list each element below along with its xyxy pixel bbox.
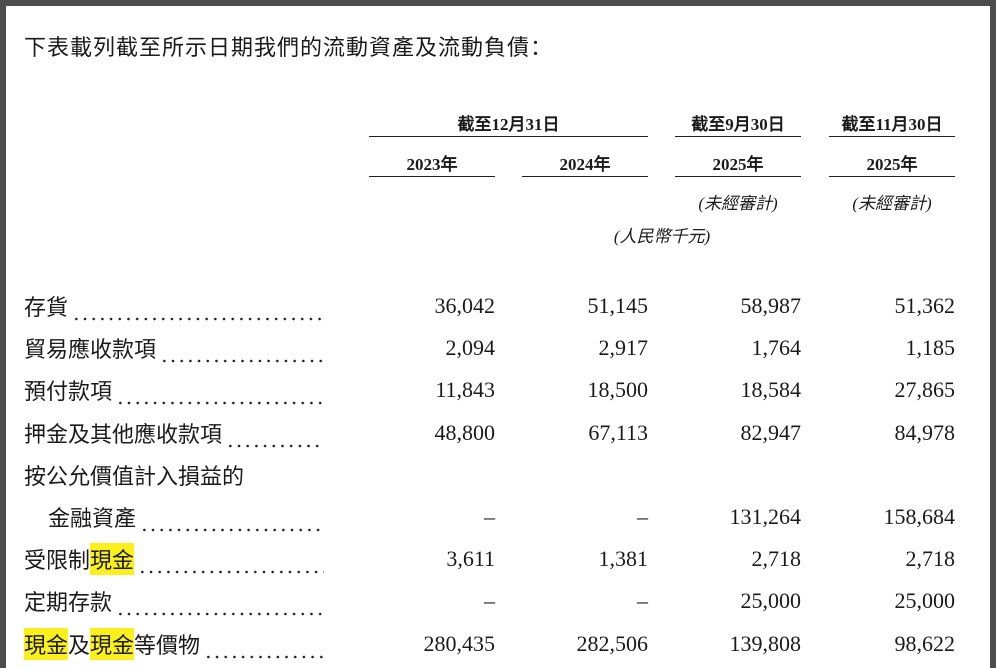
cell-value: 36,042 xyxy=(434,293,496,318)
row-label: 貿易應收款項 xyxy=(24,327,324,370)
leader-dots xyxy=(140,496,324,538)
document: 下表載列截至所示日期我們的流動資產及流動負債： 截至12月31日 截至9月30日 截… xyxy=(6,6,990,668)
cell-value: 139,808 xyxy=(729,630,802,656)
cell-value: 18,500 xyxy=(587,377,649,403)
row-label: 存貨 xyxy=(24,285,324,327)
title: 下表載列截至所示日期我們的流動資產及流動負債： xyxy=(24,35,554,60)
cell-value: 2,718 xyxy=(905,546,956,572)
cell-value: 131,264 xyxy=(729,504,802,529)
leader-dots xyxy=(160,327,324,370)
leader-dots xyxy=(204,622,324,665)
row-label: 定期存款 xyxy=(24,580,324,623)
header-rule xyxy=(675,176,801,177)
leader-dots xyxy=(226,411,324,454)
label-text: 現金 xyxy=(90,543,135,576)
cell-value: 51,362 xyxy=(894,293,956,318)
cell-value: 25,000 xyxy=(894,588,956,614)
cell-value: 25,000 xyxy=(740,588,802,614)
cell-value: 1,764 xyxy=(751,335,802,361)
row-label: 受限制 現金 xyxy=(24,538,324,581)
cell-value: 1,185 xyxy=(905,335,956,361)
cell-value: 3,611 xyxy=(446,546,495,572)
cell-value: – xyxy=(484,588,495,614)
group-header: 截至12月31日 xyxy=(457,115,560,134)
cell-value: 58,987 xyxy=(740,293,802,318)
year-header: 2024年 xyxy=(559,155,611,174)
year-header: 2025年 xyxy=(866,155,918,174)
label-text: 定期存款 xyxy=(24,590,113,616)
label-text: 存貨 xyxy=(24,295,69,320)
header-rule xyxy=(369,136,648,137)
unit-note: (人民幣千元) xyxy=(613,227,711,246)
cell-value: – xyxy=(484,504,495,529)
cell-value: 67,113 xyxy=(588,419,648,445)
row-label: 預付款項 xyxy=(24,369,324,412)
group-header: 截至11月30日 xyxy=(841,115,943,134)
label-text: 等價物 xyxy=(134,632,201,658)
label-text: 預付款項 xyxy=(24,379,113,405)
header-rule xyxy=(829,176,955,177)
cell-value: 98,622 xyxy=(894,630,956,656)
label-text: 受限制 xyxy=(24,548,91,574)
cell-value: 84,978 xyxy=(894,419,956,445)
label-text: 押金及其他應收款項 xyxy=(24,421,223,447)
cell-value: 11,843 xyxy=(435,377,495,403)
row-label: 按公允價值計入損益的 xyxy=(24,454,324,496)
audit-note: (未經審計) xyxy=(852,194,932,213)
row-label: 金融資產 xyxy=(48,496,324,538)
leader-dots xyxy=(138,538,324,581)
cell-value: 18,584 xyxy=(740,377,802,403)
header-rule xyxy=(829,136,955,137)
audit-note: (未經審計) xyxy=(698,194,778,213)
cell-value: 82,947 xyxy=(740,419,802,445)
cell-value: 282,506 xyxy=(576,630,649,656)
cell-value: 2,094 xyxy=(445,335,496,361)
leader-dots xyxy=(72,285,324,327)
label-text: 金融資產 xyxy=(48,506,137,531)
row-label: 現金及現金 等價物 xyxy=(24,622,324,665)
cell-value: – xyxy=(637,588,648,614)
label-text: 現金 xyxy=(24,627,69,660)
leader-dots xyxy=(116,580,324,623)
year-header: 2023年 xyxy=(406,155,458,174)
year-header: 2025年 xyxy=(712,155,764,174)
row-label: 押金及其他應收款項 xyxy=(24,411,324,454)
header-rule xyxy=(675,136,801,137)
label-text: 貿易應收款項 xyxy=(24,337,157,363)
cell-value: 51,145 xyxy=(587,293,649,318)
cell-value: – xyxy=(637,504,648,529)
cell-value: 158,684 xyxy=(883,504,956,529)
label-text: 及 xyxy=(68,632,91,658)
header-rule xyxy=(369,176,495,177)
header-rule xyxy=(522,176,648,177)
cell-value: 280,435 xyxy=(423,630,496,656)
label-text: 現金 xyxy=(90,627,135,660)
cell-value: 27,865 xyxy=(894,377,956,403)
cell-value: 2,917 xyxy=(598,335,649,361)
group-header: 截至9月30日 xyxy=(691,115,785,134)
label-text: 按公允價值計入損益的 xyxy=(24,463,245,489)
cell-value: 48,800 xyxy=(434,419,496,445)
leader-dots xyxy=(116,369,324,412)
cell-value: 2,718 xyxy=(751,546,802,572)
cell-value: 1,381 xyxy=(598,546,649,572)
